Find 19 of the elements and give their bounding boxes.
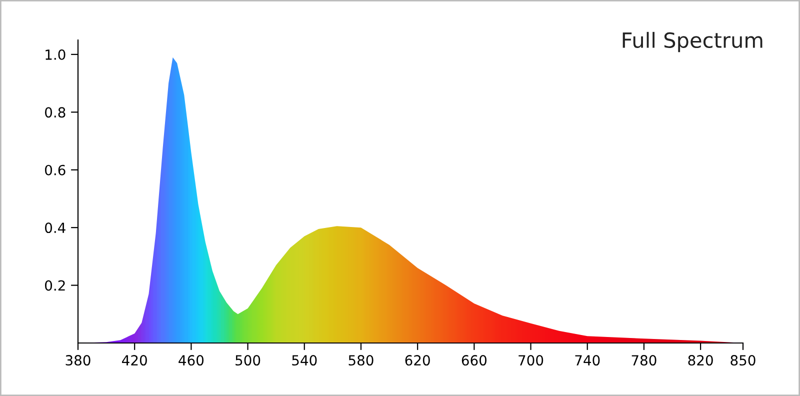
x-tick-label: 700 — [518, 355, 544, 366]
x-tick-label: 820 — [688, 355, 713, 366]
x-tick-label: 620 — [405, 355, 430, 366]
x-tick-label: 420 — [122, 355, 147, 366]
y-tick-label: 1.0 — [46, 49, 66, 60]
x-tick-label: 380 — [66, 355, 90, 366]
x-tick-label: 660 — [462, 355, 487, 366]
x-tick-label: 580 — [348, 355, 374, 366]
x-tick-label: 740 — [575, 355, 600, 366]
x-tick-label: 500 — [236, 355, 260, 366]
chart-title: Full Spectrum — [622, 32, 762, 52]
y-tick-label: 0.6 — [45, 164, 66, 176]
x-tick-label: 780 — [632, 355, 656, 366]
x-tick-label: 460 — [178, 355, 204, 366]
y-tick-label: 0.2 — [45, 280, 65, 291]
y-tick-label: 0.4 — [45, 222, 66, 234]
x-tick-label: 540 — [292, 355, 317, 366]
x-tick-label: 850 — [730, 355, 756, 366]
y-tick-label: 0.8 — [45, 107, 66, 118]
